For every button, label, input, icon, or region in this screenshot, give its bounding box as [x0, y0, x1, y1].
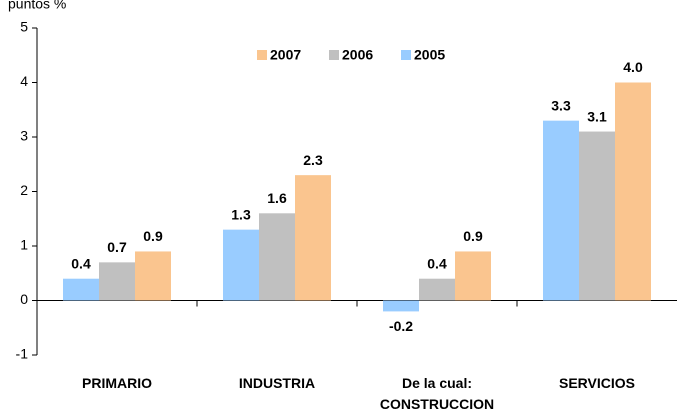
value-label: 0.7: [107, 239, 127, 255]
x-tick-label: INDUSTRIA: [238, 375, 316, 391]
y-axis-label: puntos %: [8, 0, 66, 12]
bar: [63, 278, 99, 301]
bar: [295, 175, 331, 301]
value-label: 0.9: [463, 228, 483, 244]
value-label: -0.2: [389, 318, 413, 334]
legend-swatch: [401, 50, 411, 60]
value-label: 1.6: [267, 190, 287, 206]
legend-swatch: [329, 50, 339, 60]
value-label: 4.0: [623, 59, 643, 75]
bar: [135, 251, 171, 301]
legend-swatch: [257, 50, 267, 60]
x-tick-label: De la cual: CONSTRUCCION: [379, 375, 495, 412]
bar: [455, 251, 491, 301]
value-label: 0.4: [427, 255, 447, 271]
bar: [99, 262, 135, 301]
value-label: 0.4: [71, 255, 91, 271]
y-tick-label: 0: [20, 291, 28, 307]
legend-label: 2005: [414, 47, 445, 63]
bar: [223, 229, 259, 301]
x-tick-label: SERVICIOS: [559, 375, 635, 391]
x-tick-label: PRIMARIO: [82, 375, 152, 391]
bar: [615, 82, 651, 301]
y-tick-label: 4: [20, 73, 28, 89]
value-label: 3.1: [587, 108, 607, 124]
value-label: 3.3: [551, 97, 571, 113]
value-label: 1.3: [231, 206, 251, 222]
legend-label: 2006: [342, 47, 373, 63]
legend-label: 2007: [270, 47, 301, 63]
bar: [419, 278, 455, 301]
bar: [259, 213, 295, 301]
y-tick-label: 1: [20, 237, 28, 253]
value-label: 2.3: [303, 152, 323, 168]
bar: [579, 131, 615, 301]
y-tick-label: 3: [20, 128, 28, 144]
y-tick-label: 5: [20, 19, 28, 35]
y-tick-label: -1: [16, 346, 29, 362]
bar: [383, 300, 419, 312]
y-tick-label: 2: [20, 182, 28, 198]
value-label: 0.9: [143, 228, 163, 244]
bar: [543, 120, 579, 301]
